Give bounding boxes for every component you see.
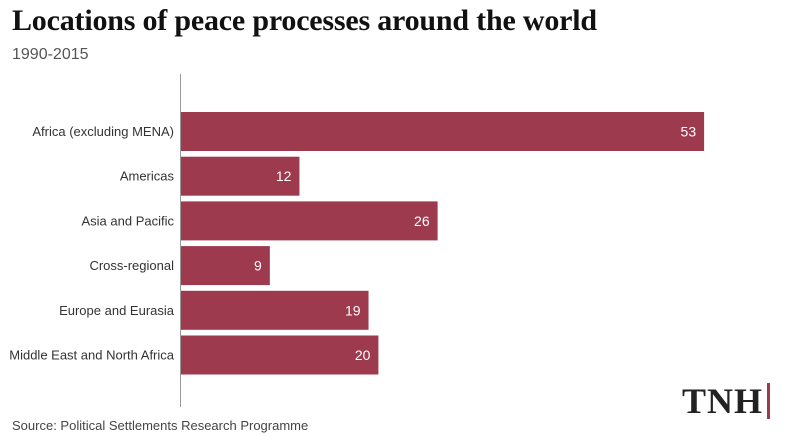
category-label-4: Europe and Eurasia (59, 303, 175, 318)
category-labels: Africa (excluding MENA) Americas Asia and … (9, 124, 175, 363)
logo-text: TNH (681, 381, 763, 421)
category-label-5: Middle East and North Africa (9, 348, 175, 363)
chart-subtitle: 1990-2015 (12, 46, 89, 63)
value-label-1: 12 (276, 168, 292, 184)
category-label-2: Asia and Pacific (82, 213, 175, 228)
value-label-0: 53 (681, 124, 697, 140)
value-label-4: 19 (345, 302, 361, 318)
bar-0 (181, 112, 705, 151)
bar-3 (181, 246, 270, 286)
category-label-1: Americas (120, 169, 175, 184)
value-label-5: 20 (355, 347, 371, 363)
source-note: Source: Political Settlements Research P… (12, 418, 309, 433)
value-label-2: 26 (414, 213, 430, 229)
category-label-0: Africa (excluding MENA) (32, 124, 174, 139)
logo-accent-bar (767, 383, 770, 419)
category-label-3: Cross-regional (89, 258, 174, 273)
bars-group (181, 112, 705, 375)
bar-2 (181, 201, 438, 241)
bar-1 (181, 156, 300, 196)
value-labels: 53 12 26 9 19 20 (254, 124, 696, 364)
value-label-3: 9 (254, 258, 262, 274)
bar-5 (181, 335, 379, 375)
chart-title: Locations of peace processes around the … (12, 4, 597, 37)
tnh-logo: TNH (682, 380, 770, 422)
bar-4 (181, 290, 369, 330)
